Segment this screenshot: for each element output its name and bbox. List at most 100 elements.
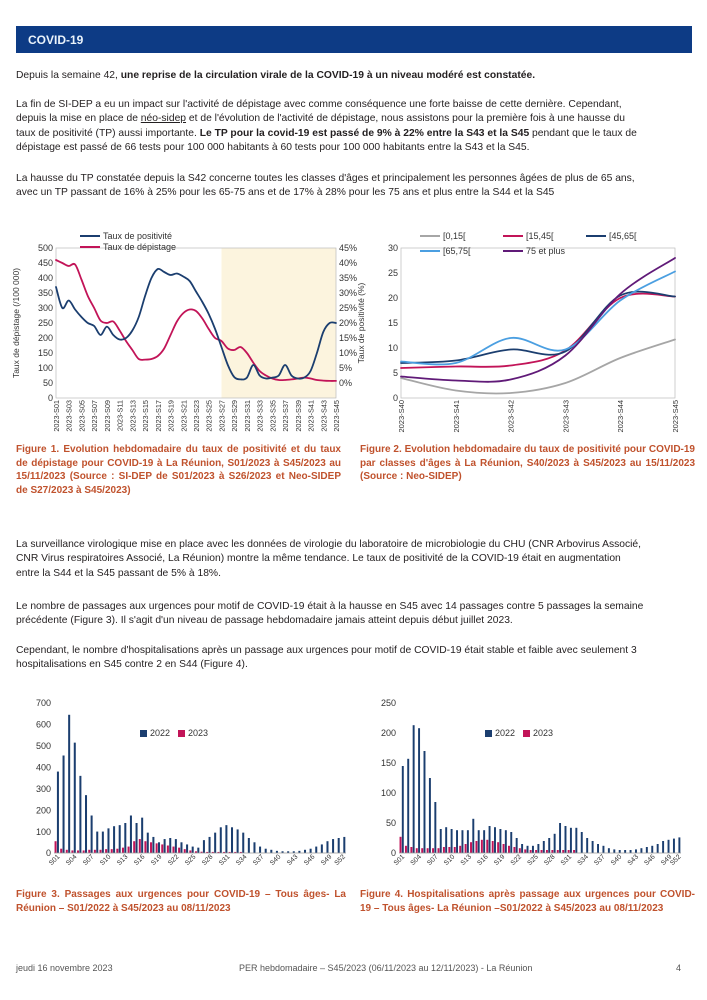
svg-text:2023-S31: 2023-S31 — [243, 400, 252, 432]
svg-text:600: 600 — [36, 720, 51, 730]
svg-text:150: 150 — [381, 758, 396, 768]
svg-text:2023-S35: 2023-S35 — [268, 400, 277, 432]
svg-text:100: 100 — [38, 363, 53, 373]
svg-text:S37: S37 — [252, 853, 266, 867]
svg-text:2023-S09: 2023-S09 — [103, 400, 112, 432]
svg-text:Taux de dépistage: Taux de dépistage — [103, 242, 176, 252]
svg-text:[0,15[: [0,15[ — [443, 231, 466, 241]
svg-text:0: 0 — [391, 848, 396, 858]
svg-text:S19: S19 — [493, 853, 507, 867]
svg-text:2023-S05: 2023-S05 — [78, 400, 87, 432]
svg-text:2023-S42: 2023-S42 — [507, 400, 516, 433]
svg-text:2023-S07: 2023-S07 — [90, 400, 99, 432]
svg-text:Taux de positivité: Taux de positivité — [103, 231, 172, 241]
svg-text:S25: S25 — [526, 853, 540, 867]
svg-text:2023-S27: 2023-S27 — [218, 400, 227, 432]
svg-text:2023-S13: 2023-S13 — [128, 400, 137, 432]
svg-text:S49: S49 — [320, 853, 334, 867]
svg-text:S37: S37 — [593, 853, 607, 867]
svg-text:S52: S52 — [669, 853, 683, 867]
svg-text:400: 400 — [38, 273, 53, 283]
svg-text:30: 30 — [388, 243, 398, 253]
svg-text:S04: S04 — [409, 853, 423, 867]
svg-text:2023-S37: 2023-S37 — [281, 400, 290, 432]
svg-text:2023-S19: 2023-S19 — [167, 400, 176, 432]
svg-text:S10: S10 — [443, 853, 457, 867]
svg-text:S13: S13 — [116, 853, 130, 867]
svg-text:S16: S16 — [133, 853, 147, 867]
svg-text:S40: S40 — [610, 853, 624, 867]
svg-text:S13: S13 — [460, 853, 474, 867]
svg-text:S22: S22 — [510, 853, 524, 867]
svg-text:2023-S45: 2023-S45 — [332, 400, 341, 432]
svg-text:2023-S25: 2023-S25 — [205, 400, 214, 432]
svg-text:S34: S34 — [576, 853, 590, 867]
svg-text:300: 300 — [36, 784, 51, 794]
svg-text:250: 250 — [381, 698, 396, 708]
svg-text:S43: S43 — [286, 853, 300, 867]
svg-text:2023-S44: 2023-S44 — [616, 400, 625, 433]
svg-text:100: 100 — [381, 788, 396, 798]
svg-text:250: 250 — [38, 318, 53, 328]
svg-text:20: 20 — [388, 293, 398, 303]
svg-text:S46: S46 — [643, 853, 657, 867]
svg-text:450: 450 — [38, 258, 53, 268]
svg-text:S28: S28 — [543, 853, 557, 867]
svg-text:[65,75[: [65,75[ — [443, 246, 471, 256]
svg-text:150: 150 — [38, 348, 53, 358]
svg-text:200: 200 — [381, 728, 396, 738]
svg-text:400: 400 — [36, 763, 51, 773]
svg-text:0: 0 — [46, 848, 51, 858]
svg-text:5: 5 — [393, 368, 398, 378]
svg-text:200: 200 — [36, 806, 51, 816]
svg-text:S07: S07 — [82, 853, 96, 867]
svg-text:500: 500 — [36, 741, 51, 751]
svg-text:2023: 2023 — [188, 728, 208, 738]
svg-text:2023: 2023 — [533, 728, 553, 738]
svg-text:15: 15 — [388, 318, 398, 328]
svg-text:Taux de positivité (%): Taux de positivité (%) — [356, 282, 366, 363]
svg-text:S52: S52 — [333, 853, 347, 867]
svg-text:75 et plus: 75 et plus — [526, 246, 566, 256]
svg-text:2023-S29: 2023-S29 — [230, 400, 239, 432]
svg-text:350: 350 — [38, 288, 53, 298]
svg-text:2023-S33: 2023-S33 — [256, 400, 265, 432]
svg-text:5%: 5% — [339, 363, 352, 373]
svg-text:2023-S15: 2023-S15 — [141, 400, 150, 432]
svg-text:500: 500 — [38, 243, 53, 253]
svg-text:S46: S46 — [303, 853, 317, 867]
svg-text:S04: S04 — [65, 853, 79, 867]
svg-text:[45,65[: [45,65[ — [609, 231, 637, 241]
svg-text:200: 200 — [38, 333, 53, 343]
svg-text:Taux de dépistage (/100 000): Taux de dépistage (/100 000) — [11, 268, 21, 378]
svg-text:300: 300 — [38, 303, 53, 313]
svg-text:2023-S39: 2023-S39 — [294, 400, 303, 432]
svg-text:50: 50 — [386, 818, 396, 828]
svg-text:2022: 2022 — [150, 728, 170, 738]
svg-text:2023-S41: 2023-S41 — [307, 400, 316, 432]
svg-text:S25: S25 — [184, 853, 198, 867]
svg-text:2022: 2022 — [495, 728, 515, 738]
svg-text:25: 25 — [388, 268, 398, 278]
svg-text:700: 700 — [36, 698, 51, 708]
svg-text:S07: S07 — [426, 853, 440, 867]
svg-text:2023-S21: 2023-S21 — [179, 400, 188, 432]
svg-text:S31: S31 — [218, 853, 232, 867]
svg-text:S19: S19 — [150, 853, 164, 867]
svg-text:2023-S17: 2023-S17 — [154, 400, 163, 432]
svg-text:0%: 0% — [339, 378, 352, 388]
svg-text:S40: S40 — [269, 853, 283, 867]
svg-text:S43: S43 — [627, 853, 641, 867]
svg-text:2023-S40: 2023-S40 — [397, 400, 406, 433]
svg-text:S22: S22 — [167, 853, 181, 867]
svg-text:2023-S03: 2023-S03 — [65, 400, 74, 432]
svg-text:2023-S01: 2023-S01 — [52, 400, 61, 432]
svg-text:S10: S10 — [99, 853, 113, 867]
svg-text:S34: S34 — [235, 853, 249, 867]
svg-text:S28: S28 — [201, 853, 215, 867]
svg-text:100: 100 — [36, 827, 51, 837]
svg-text:2023-S43: 2023-S43 — [561, 400, 570, 433]
svg-text:2023-S45: 2023-S45 — [671, 400, 680, 433]
svg-text:2023-S23: 2023-S23 — [192, 400, 201, 432]
svg-text:2023-S41: 2023-S41 — [452, 400, 461, 433]
